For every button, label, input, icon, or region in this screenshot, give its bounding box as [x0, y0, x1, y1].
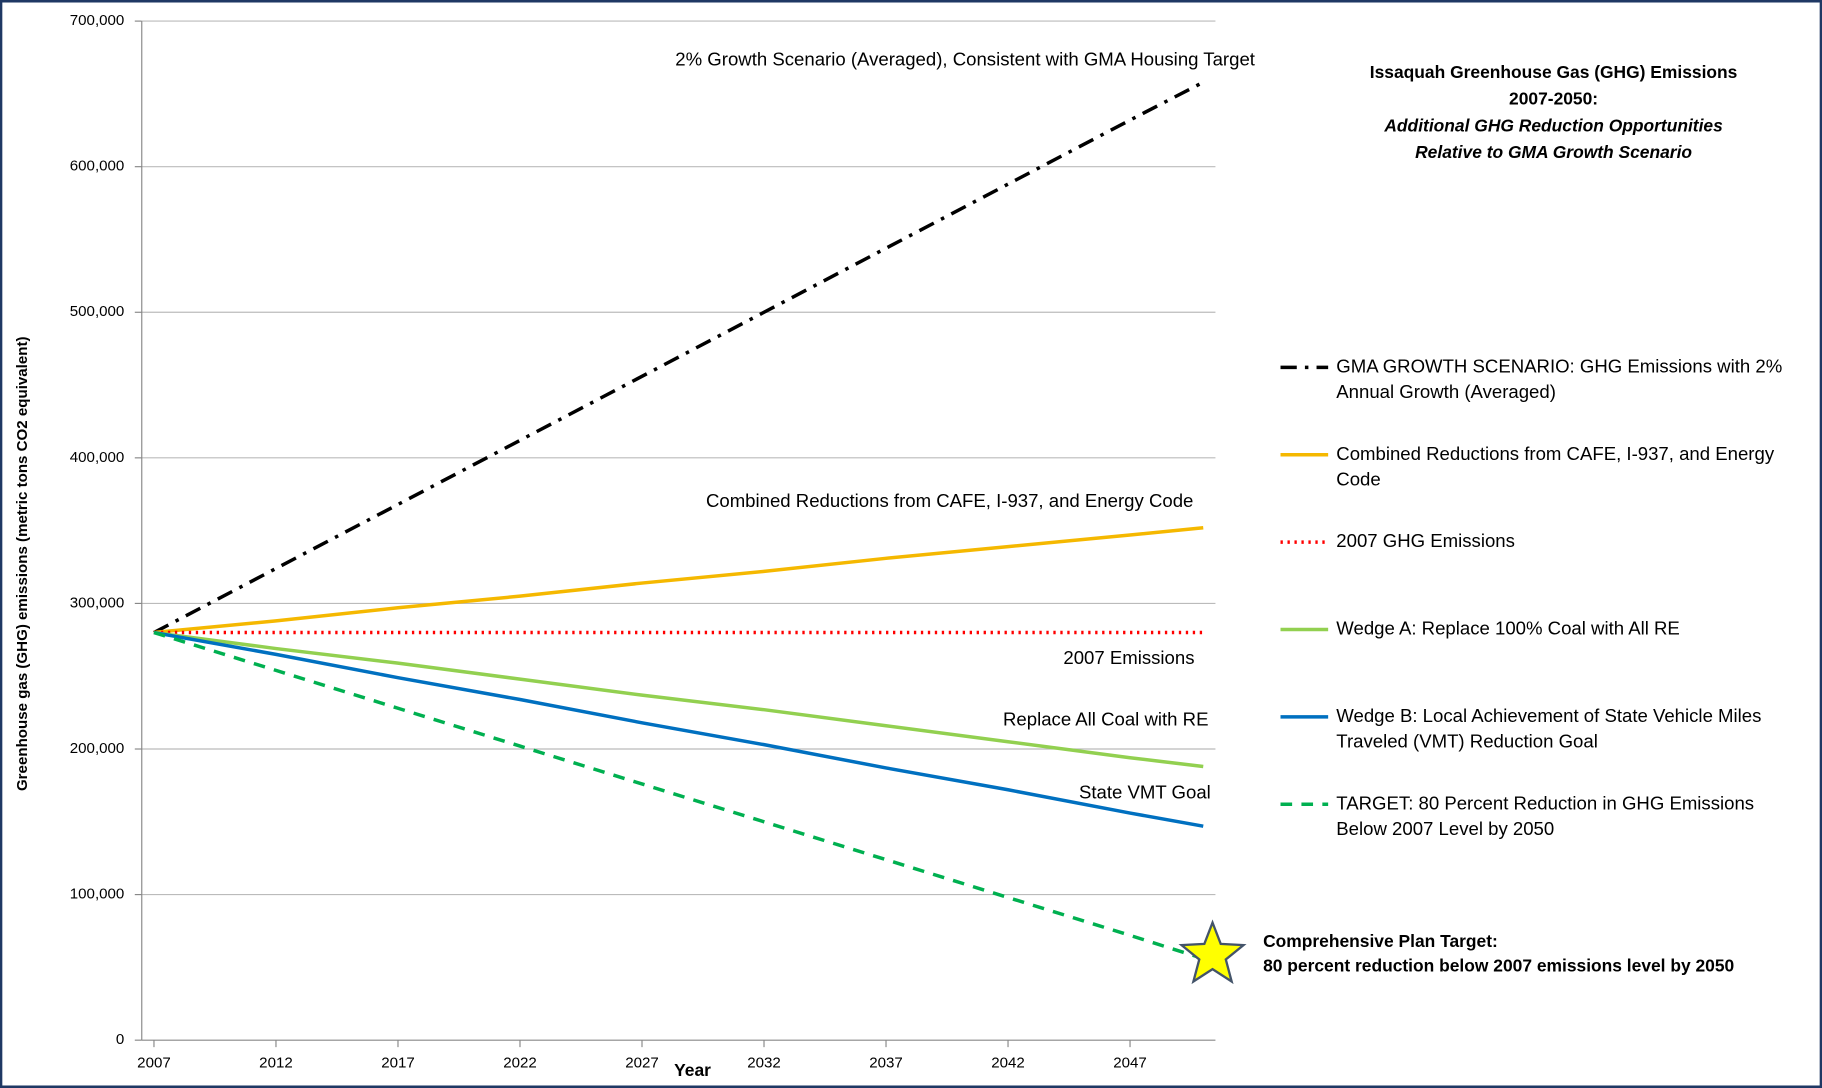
legend-label: Wedge B: Local Achievement of State Vehi…: [1336, 705, 1761, 752]
y-axis-label: Greenhouse gas (GHG) emissions (metric t…: [14, 336, 31, 791]
y-tick-label: 700,000: [70, 12, 125, 29]
annotation: Combined Reductions from CAFE, I-937, an…: [706, 490, 1193, 511]
legend-label: GMA GROWTH SCENARIO: GHG Emissions with …: [1336, 355, 1782, 402]
legend-label: Wedge A: Replace 100% Coal with All RE: [1336, 617, 1680, 638]
annotation: 2% Growth Scenario (Averaged), Consisten…: [675, 49, 1255, 70]
annotation: Replace All Coal with RE: [1003, 709, 1208, 730]
legend-text-line: Below 2007 Level by 2050: [1336, 818, 1554, 839]
x-tick-label: 2022: [503, 1054, 537, 1071]
legend-text-line: Code: [1336, 468, 1380, 489]
annotation: 2007 Emissions: [1063, 647, 1194, 668]
legend-text-line: Annual Growth (Averaged): [1336, 381, 1556, 402]
series-line: [153, 630, 1204, 769]
x-tick-label: 2017: [381, 1054, 415, 1071]
legend-text-line: 2007 GHG Emissions: [1336, 530, 1515, 551]
y-tick-label: 300,000: [70, 594, 125, 611]
y-tick-label: 500,000: [70, 303, 125, 320]
x-tick-label: 2042: [991, 1054, 1025, 1071]
x-tick-label: 2007: [137, 1054, 171, 1071]
chart-title: Issaquah Greenhouse Gas (GHG) Emissions: [1370, 62, 1738, 82]
series-line: [153, 630, 1204, 828]
legend-text-line: Wedge B: Local Achievement of State Vehi…: [1336, 705, 1761, 726]
x-axis-label: Year: [674, 1060, 711, 1080]
annotation: State VMT Goal: [1079, 782, 1211, 803]
x-tick-label: 2032: [747, 1054, 781, 1071]
legend-text-line: Traveled (VMT) Reduction Goal: [1336, 730, 1598, 751]
legend-text-line: TARGET: 80 Percent Reduction in GHG Emis…: [1336, 792, 1754, 813]
annotation: Comprehensive Plan Target:: [1263, 931, 1498, 951]
x-tick-label: 2047: [1113, 1054, 1147, 1071]
y-tick-label: 200,000: [70, 740, 125, 757]
legend-text-line: GMA GROWTH SCENARIO: GHG Emissions with …: [1336, 355, 1782, 376]
legend-text-line: Wedge A: Replace 100% Coal with All RE: [1336, 617, 1680, 638]
series-line: [153, 80, 1205, 635]
chart-subtitle: Relative to GMA Growth Scenario: [1415, 142, 1692, 162]
legend-label: 2007 GHG Emissions: [1336, 530, 1515, 551]
annotation: 80 percent reduction below 2007 emission…: [1263, 956, 1734, 976]
y-tick-label: 600,000: [70, 158, 125, 175]
legend-label: TARGET: 80 Percent Reduction in GHG Emis…: [1336, 792, 1754, 839]
chart-title: 2007-2050:: [1509, 89, 1598, 109]
chart-subtitle: Additional GHG Reduction Opportunities: [1383, 115, 1723, 135]
x-tick-label: 2012: [259, 1054, 293, 1071]
series-line: [153, 525, 1204, 635]
y-tick-label: 400,000: [70, 449, 125, 466]
y-tick-label: 0: [116, 1031, 124, 1048]
legend-label: Combined Reductions from CAFE, I-937, an…: [1336, 443, 1775, 490]
x-tick-label: 2037: [869, 1054, 903, 1071]
y-tick-label: 100,000: [70, 886, 125, 903]
star: [1178, 919, 1247, 985]
legend-text-line: Combined Reductions from CAFE, I-937, an…: [1336, 443, 1775, 464]
series-line: [153, 630, 1204, 961]
x-tick-label: 2027: [625, 1054, 659, 1071]
